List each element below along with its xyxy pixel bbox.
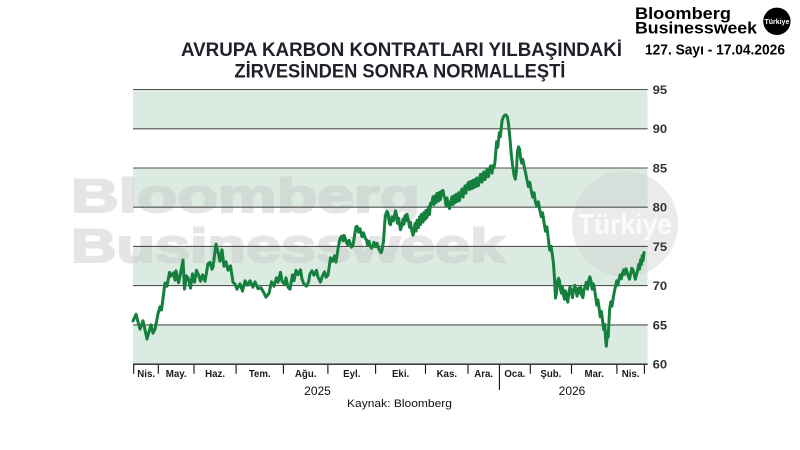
svg-text:May.: May. <box>166 369 187 380</box>
svg-text:Haz.: Haz. <box>205 369 225 380</box>
svg-text:65: 65 <box>653 320 668 332</box>
svg-text:Tem.: Tem. <box>249 369 271 380</box>
svg-text:Eyl.: Eyl. <box>343 369 361 380</box>
svg-text:95: 95 <box>653 85 668 97</box>
svg-text:Bloomberg: Bloomberg <box>635 5 731 23</box>
svg-text:Businessweek: Businessweek <box>635 20 758 38</box>
svg-text:75: 75 <box>653 242 668 254</box>
svg-text:Nis.: Nis. <box>137 369 155 380</box>
svg-text:Ara.: Ara. <box>474 369 493 380</box>
svg-text:2025: 2025 <box>304 384 331 398</box>
svg-text:70: 70 <box>653 281 668 293</box>
svg-text:ZİRVESİNDEN SONRA NORMALLEŞTİ: ZİRVESİNDEN SONRA NORMALLEŞTİ <box>234 60 565 83</box>
svg-text:Kaynak: Bloomberg: Kaynak: Bloomberg <box>347 398 452 410</box>
svg-text:60: 60 <box>653 360 668 372</box>
svg-text:80: 80 <box>653 203 668 215</box>
svg-text:Businessweek: Businessweek <box>71 219 506 272</box>
svg-text:AVRUPA KARBON KONTRATLARI YILB: AVRUPA KARBON KONTRATLARI YILBAŞINDAKİ <box>181 38 622 61</box>
svg-text:Türkiye: Türkiye <box>764 19 789 26</box>
svg-text:Eki.: Eki. <box>392 369 410 380</box>
svg-text:Şub.: Şub. <box>540 369 561 380</box>
svg-text:Mar.: Mar. <box>585 369 605 380</box>
svg-text:85: 85 <box>653 163 668 175</box>
svg-text:Kas.: Kas. <box>437 369 458 380</box>
svg-text:Oca.: Oca. <box>504 369 525 380</box>
svg-text:2026: 2026 <box>559 384 586 398</box>
svg-text:90: 90 <box>653 124 668 136</box>
svg-text:Türkiye: Türkiye <box>578 209 672 241</box>
svg-text:Nis.: Nis. <box>622 369 640 380</box>
svg-text:Bloomberg: Bloomberg <box>71 169 420 222</box>
svg-text:127. Sayı - 17.04.2026: 127. Sayı - 17.04.2026 <box>645 43 785 59</box>
svg-text:Ağu.: Ağu. <box>295 369 317 380</box>
